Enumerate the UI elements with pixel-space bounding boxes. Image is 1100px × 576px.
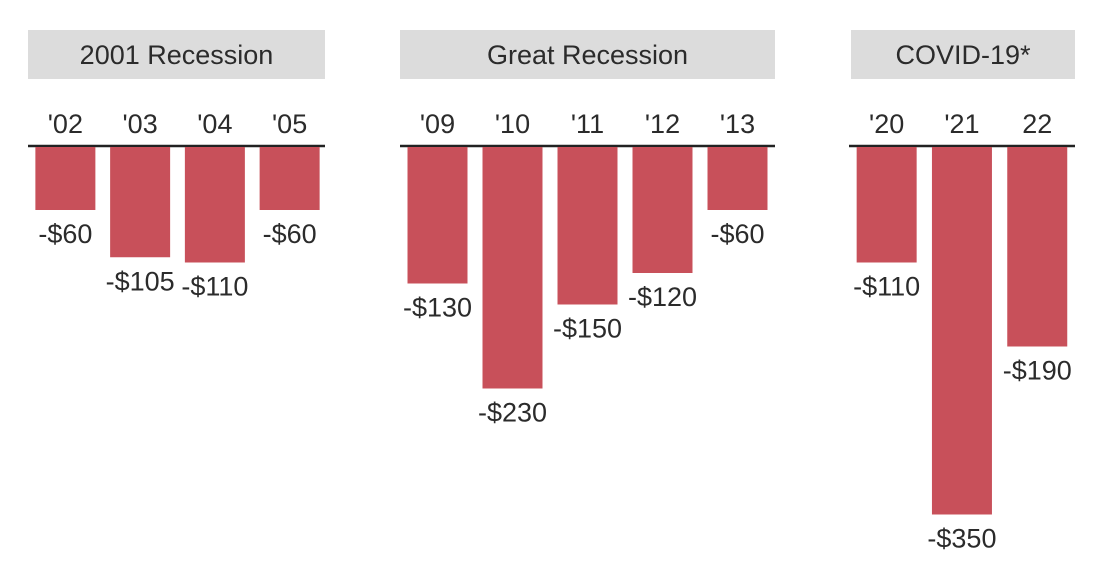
bar — [856, 147, 917, 263]
bar — [110, 147, 171, 258]
value-label: -$105 — [106, 266, 175, 296]
bar — [407, 147, 468, 284]
panel-2: Great Recession '09 -$130 '10 -$230 '11 -$150 '… — [400, 30, 775, 428]
category-label: '20 — [869, 109, 904, 139]
panel-title: COVID-19* — [895, 40, 1031, 70]
category-label: '03 — [123, 109, 158, 139]
category-label: '09 — [420, 109, 455, 139]
value-label: -$110 — [853, 272, 920, 302]
bar — [632, 147, 693, 273]
bar — [707, 147, 768, 210]
bar — [482, 147, 543, 389]
value-label: -$230 — [478, 398, 547, 428]
bar — [259, 147, 320, 210]
panel-title: Great Recession — [487, 40, 688, 70]
value-label: -$190 — [1003, 356, 1072, 386]
category-label: '05 — [272, 109, 307, 139]
category-label: '11 — [571, 109, 604, 139]
panel-header-bg — [400, 30, 775, 79]
value-label: -$350 — [927, 524, 996, 554]
value-label: -$120 — [628, 282, 697, 312]
category-label: 22 — [1022, 109, 1052, 139]
category-label: '04 — [197, 109, 232, 139]
bar — [931, 147, 992, 515]
value-label: -$60 — [38, 219, 92, 249]
bar — [1007, 147, 1068, 347]
bar — [557, 147, 618, 305]
bar — [184, 147, 245, 263]
category-label: '02 — [48, 109, 83, 139]
category-label: '12 — [645, 109, 680, 139]
value-label: -$110 — [181, 272, 248, 302]
category-label: '13 — [720, 109, 755, 139]
panel-1: 2001 Recession '02 -$60 '03 -$105 '04 -$110 '05… — [28, 30, 325, 302]
value-label: -$150 — [553, 314, 622, 344]
panel-3: COVID-19* '20 -$110 '21 -$350 22 -$190 — [849, 30, 1075, 554]
value-label: -$130 — [403, 293, 472, 323]
value-label: -$60 — [710, 219, 764, 249]
value-label: -$60 — [263, 219, 317, 249]
panel-header-bg — [851, 30, 1075, 79]
category-label: '21 — [944, 109, 979, 139]
bar — [35, 147, 96, 210]
panel-title: 2001 Recession — [80, 40, 274, 70]
category-label: '10 — [495, 109, 530, 139]
panel-header-bg — [28, 30, 325, 79]
